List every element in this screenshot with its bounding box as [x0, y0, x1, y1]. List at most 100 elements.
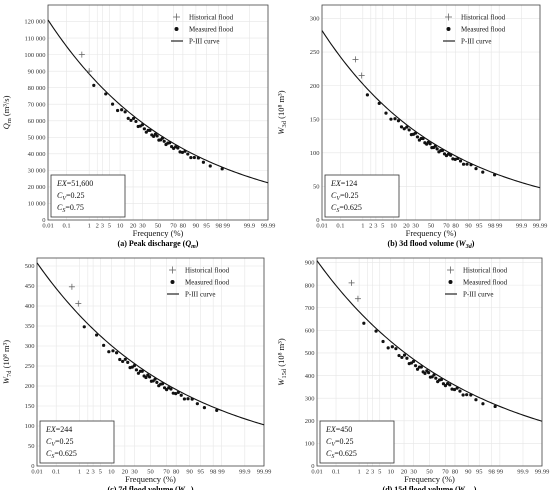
- measured-point: [453, 157, 457, 161]
- x-tick-label: 10: [117, 223, 124, 230]
- legend-curve-label: P-III curve: [185, 291, 216, 299]
- measured-point: [144, 375, 148, 380]
- panel-a: 0.01 0.1 1 2 3 5 10 20 30 50 70 80 90 95 98 99 99.9 99.99…: [1, 4, 275, 250]
- measured-point: [440, 148, 445, 152]
- measured-point: [419, 365, 423, 369]
- y-tick-label: 80 000: [28, 85, 46, 92]
- historical-point: [358, 72, 365, 79]
- x-tick-label: 99.99: [535, 469, 550, 476]
- x-tick-label: 95: [476, 469, 483, 476]
- measured-point: [393, 117, 397, 121]
- measured-point: [474, 398, 478, 402]
- legend-historical-label: Historical flood: [461, 14, 506, 22]
- measured-point: [405, 356, 409, 360]
- measured-point: [182, 397, 187, 401]
- param-cv: CV=0.25: [326, 437, 354, 448]
- measured-point: [384, 111, 388, 115]
- y-tick-label: 60 000: [28, 118, 46, 125]
- measured-point: [365, 93, 369, 97]
- measured-point: [160, 382, 165, 386]
- measured-point: [129, 118, 133, 122]
- measured-point: [111, 349, 115, 353]
- measured-point: [162, 139, 166, 143]
- panel-title: (d) 15d flood volume (W15d): [383, 485, 477, 490]
- x-tick-label: 5: [378, 469, 381, 476]
- x-tick-label: 70: [163, 469, 170, 476]
- x-tick-label: 50: [426, 469, 433, 476]
- measured-point: [443, 383, 448, 388]
- y-tick-label: 500: [25, 263, 35, 270]
- param-cs: CS=0.625: [331, 203, 362, 214]
- legend-measured-label: Measured flood: [463, 279, 508, 287]
- x-tick-label: 99.9: [516, 223, 527, 230]
- y-tick-label: 50: [28, 443, 35, 450]
- measured-point: [126, 360, 130, 364]
- measured-point: [142, 127, 146, 131]
- param-cv: CV=0.25: [57, 191, 85, 202]
- measured-point: [362, 321, 366, 325]
- legend: Historical flood Measured flood P-III curv…: [171, 13, 234, 46]
- measured-point: [195, 402, 199, 406]
- y-tick-label: 500: [305, 350, 315, 357]
- measured-point: [148, 128, 152, 132]
- x-tick-label: 2: [369, 223, 372, 230]
- measured-point: [183, 149, 187, 153]
- x-tick-label: 90: [465, 469, 472, 476]
- measured-point: [121, 359, 125, 364]
- x-tick-label: 0.1: [336, 223, 344, 230]
- x-tick-label: 98: [215, 223, 222, 230]
- x-tick-label: 50: [155, 223, 162, 230]
- plot-frame: [321, 4, 541, 221]
- measured-point: [377, 101, 381, 105]
- param-cs: CS=0.625: [326, 449, 357, 460]
- legend: Historical flood Measured flood P-III curv…: [445, 266, 508, 299]
- measured-point: [390, 345, 394, 349]
- x-tick-label: 0.01: [316, 223, 327, 230]
- y-axis-label: W7d (10⁸ m³): [1, 340, 13, 384]
- p3-curve: [321, 30, 541, 189]
- x-tick-label: 80: [452, 469, 459, 476]
- measured-point: [151, 134, 156, 138]
- y-tick-label: 0: [311, 463, 314, 470]
- measured-point: [174, 392, 178, 396]
- x-tick-label: 5: [108, 223, 111, 230]
- x-tick-label: 3: [374, 223, 377, 230]
- measured-point: [215, 408, 219, 412]
- measured-point: [190, 397, 194, 401]
- measured-point: [469, 163, 473, 167]
- measured-point: [474, 167, 478, 171]
- x-tick-label: 20: [122, 469, 129, 476]
- measured-point: [407, 128, 411, 132]
- x-tick-label: 99: [496, 223, 503, 230]
- x-tick-label: 50: [428, 223, 435, 230]
- x-tick-label: 98: [210, 469, 217, 476]
- measured-point: [465, 162, 469, 166]
- y-axis-label: Qm (m³/s): [1, 95, 13, 129]
- measured-point: [147, 375, 152, 379]
- measured-point: [171, 391, 175, 395]
- x-tick-label: 20: [403, 223, 410, 230]
- historical-point: [86, 68, 93, 75]
- x-tick-label: 99.9: [244, 223, 255, 230]
- y-tick-label: 90 000: [28, 68, 46, 75]
- x-tick-label: 90: [186, 469, 193, 476]
- parameter-box-frame: [50, 174, 126, 218]
- measured-point: [192, 155, 196, 160]
- measured-point: [450, 387, 454, 391]
- x-tick-label: 99: [224, 223, 231, 230]
- measured-point: [165, 388, 169, 392]
- x-tick-label: 5: [381, 223, 384, 230]
- y-tick-label: 20 000: [28, 184, 46, 191]
- measured-point: [155, 380, 159, 384]
- x-tick-label: 99: [218, 469, 225, 476]
- x-tick-label: 99.99: [257, 469, 272, 476]
- y-tick-label: 450: [25, 283, 35, 290]
- measured-point: [461, 162, 466, 166]
- x-axis-label: Frequency (%): [404, 474, 455, 484]
- measured-point: [118, 357, 122, 362]
- param-ex: EX=124: [330, 179, 357, 188]
- measured-point: [186, 397, 190, 401]
- x-tick-label: 30: [412, 223, 419, 230]
